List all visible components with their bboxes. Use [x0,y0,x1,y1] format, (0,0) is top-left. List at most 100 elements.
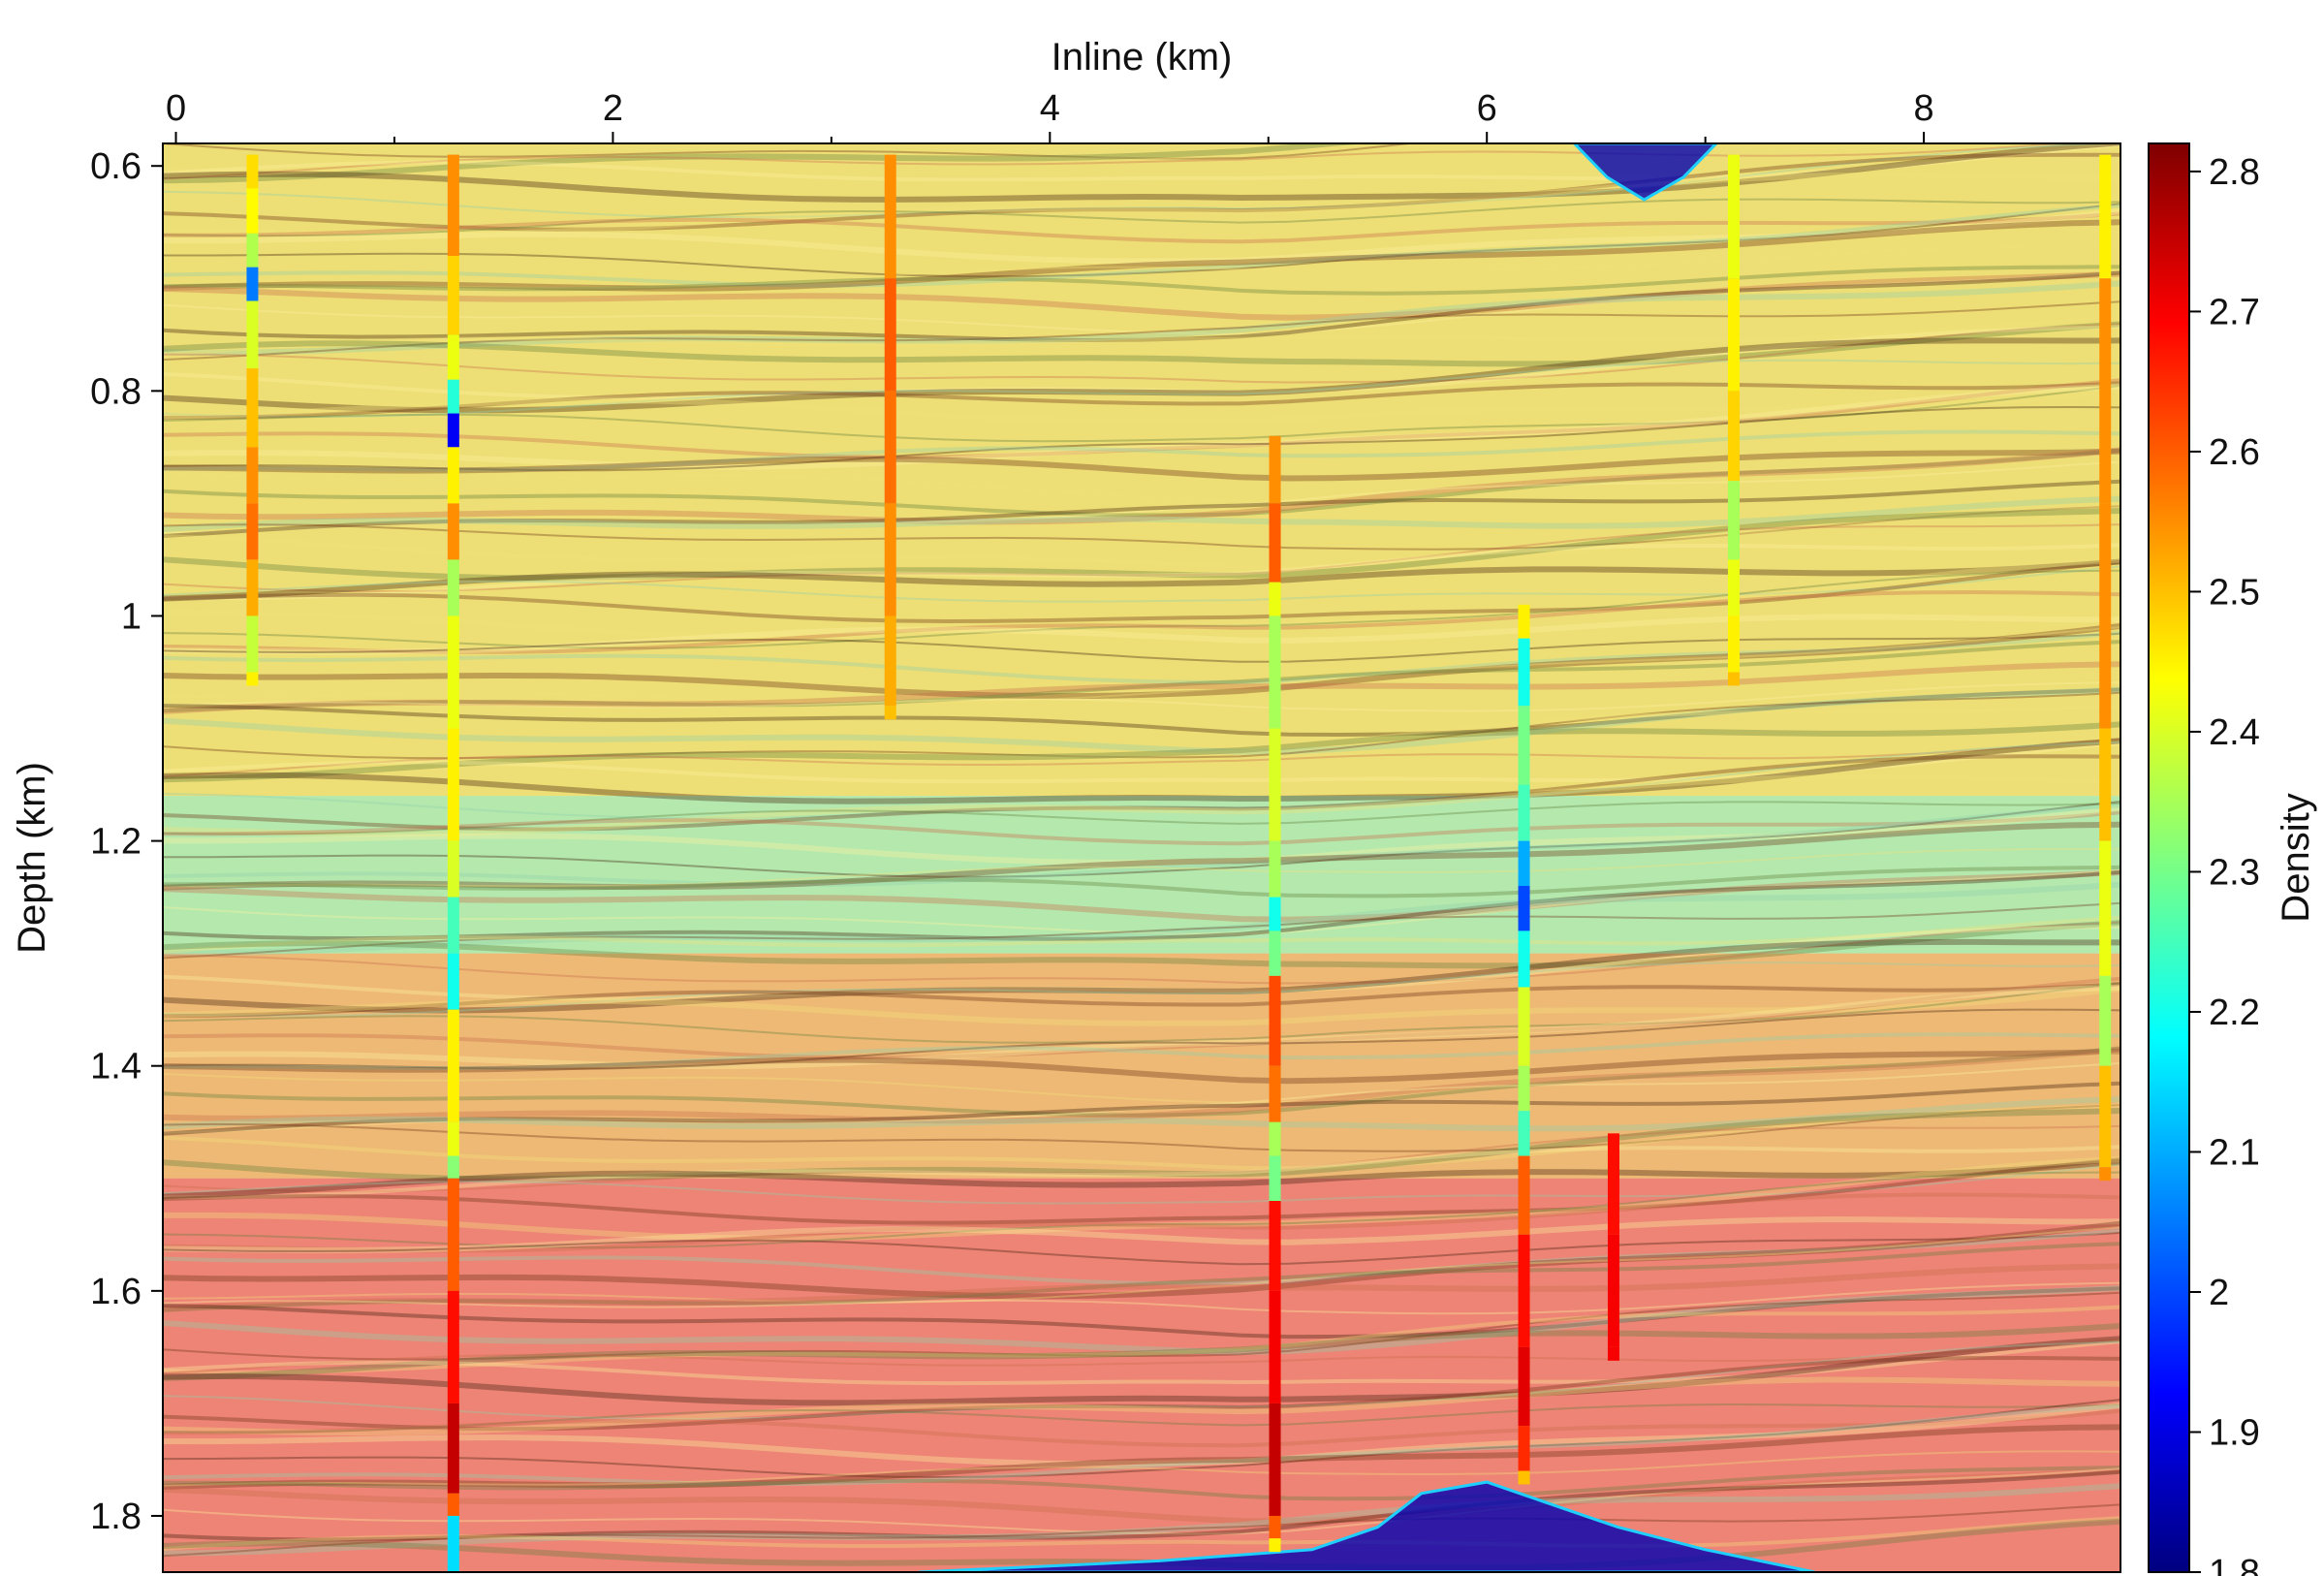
well-sample [1270,1403,1281,1516]
well-sample [448,1403,459,1494]
well-sample [885,503,896,615]
x-tick-label: 0 [166,88,186,129]
well-sample [448,1179,459,1291]
well-sample [246,503,258,559]
well-sample [2099,976,2111,1066]
well-W5 [1519,605,1530,1485]
x-tick-label: 8 [1914,88,1934,129]
well-sample [885,706,896,719]
colorbar-tick-label: 2.4 [2209,712,2260,753]
well-sample [448,256,459,334]
well-sample [246,300,258,368]
well-sample [1519,1471,1530,1485]
y-tick-label: 0.6 [90,146,141,187]
well-sample [1270,1201,1281,1291]
colorbar-tick-label: 2.5 [2209,572,2260,613]
well-sample [1608,1235,1619,1347]
well-sample [246,234,258,268]
y-tick-label: 0.8 [90,371,141,412]
well-sample [1519,1111,1530,1155]
well-sample [2099,1066,2111,1167]
colorbar: 2.82.72.62.52.42.32.22.121.91.8 [2149,143,2260,1576]
well-sample [1270,503,1281,582]
well-sample [1270,1066,1281,1122]
well-sample [885,278,896,391]
well-W3 [885,155,896,720]
well-sample [1519,1347,1530,1426]
well-sample [1519,987,1530,1065]
well-sample [1728,278,1740,391]
well-sample [448,898,459,954]
well-sample [448,380,459,414]
colorbar-tick-label: 2.8 [2209,152,2260,193]
colorbar-label: Density [2275,793,2317,922]
well-sample [246,672,258,685]
well-sample [1270,615,1281,728]
colorbar-tick-label: 1.8 [2209,1553,2260,1576]
well-sample [448,841,459,898]
well-sample [1728,481,1740,559]
well-sample [1270,1516,1281,1538]
well-sample [1608,1133,1619,1234]
well-W8 [2099,155,2111,1181]
well-sample [448,155,459,256]
well-sample [1270,729,1281,841]
well-sample [448,615,459,728]
well-sample [448,1156,459,1179]
well-sample [1519,1235,1530,1347]
y-tick-label: 1.2 [90,822,141,863]
well-W4 [1270,436,1281,1552]
well-sample [1728,615,1740,672]
well-sample [246,368,258,447]
well-sample [1728,155,1740,279]
well-sample [246,268,258,301]
well-sample [1270,436,1281,504]
y-tick-label: 1.6 [90,1272,141,1312]
well-sample [448,954,459,1010]
well-sample [1270,841,1281,898]
well-sample [2099,278,2111,503]
plot-area [163,93,2120,1576]
well-W1 [246,155,258,686]
y-axis: 0.6 0.8 1 1.2 1.4 1.6 1.8 [90,146,163,1537]
well-sample [246,447,258,503]
well-sample [448,447,459,503]
well-sample [448,1122,459,1156]
well-sample [448,1010,459,1122]
well-sample [1519,841,1530,886]
x-tick-label: 4 [1040,88,1060,129]
well-sample [1519,605,1530,639]
well-sample [1519,1426,1530,1470]
well-sample [1519,886,1530,930]
colorbar-tick-label: 1.9 [2209,1412,2260,1453]
well-sample [448,503,459,559]
y-tick-label: 1 [121,596,141,637]
well-sample [2099,155,2111,279]
well-sample [1270,1538,1281,1552]
well-W6 [1608,1133,1619,1360]
y-axis-label: Depth (km) [11,762,53,954]
well-sample [448,334,459,379]
well-W2 [448,155,459,1576]
colorbar-tick-label: 2 [2209,1273,2229,1313]
well-sample [1728,672,1740,685]
well-sample [448,1494,459,1516]
x-axis-label: Inline (km) [1052,36,1233,79]
well-sample [1519,1156,1530,1235]
well-sample [246,615,258,672]
colorbar-ticks: 2.82.72.62.52.42.32.22.121.91.8 [2189,152,2260,1576]
well-sample [1519,639,1530,707]
well-sample [1270,976,1281,1066]
well-sample [2099,841,2111,976]
colorbar-tick-label: 2.1 [2209,1132,2260,1173]
well-sample [246,155,258,189]
well-sample [246,559,258,615]
x-tick-label: 2 [603,88,623,129]
well-sample [2099,1167,2111,1181]
colorbar-tick-label: 2.6 [2209,432,2260,473]
well-sample [448,1291,459,1403]
well-sample [1519,1066,1530,1111]
well-sample [448,559,459,615]
well-sample [1270,1291,1281,1403]
